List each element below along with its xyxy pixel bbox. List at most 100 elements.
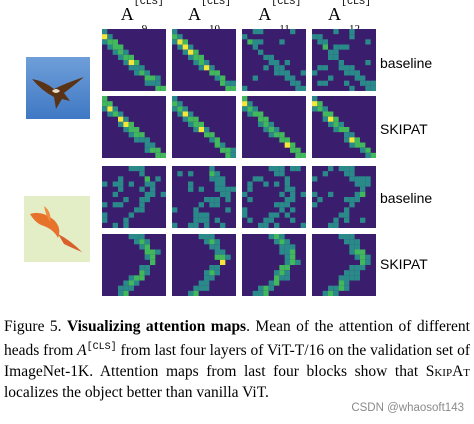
attention-cell — [274, 60, 280, 66]
attention-cell — [193, 212, 199, 218]
attention-cell — [198, 127, 204, 133]
attention-cell — [349, 249, 355, 255]
attention-cell — [317, 34, 323, 40]
attention-cell — [150, 249, 156, 255]
attention-cell — [274, 275, 280, 281]
attention-cell — [182, 44, 188, 50]
attention-cell — [150, 75, 156, 81]
attention-cell — [279, 270, 285, 276]
attention-cell — [354, 244, 360, 250]
attention-cell — [354, 197, 360, 203]
attention-cell — [220, 186, 226, 192]
attention-cell — [274, 132, 280, 138]
attention-cell — [312, 70, 318, 76]
attention-cell — [349, 137, 355, 143]
attention-cell — [139, 270, 145, 276]
attention-cell — [279, 166, 285, 172]
attention-map-baseline-fish-l12 — [312, 166, 376, 228]
attention-cell — [193, 116, 199, 122]
attention-cell — [263, 127, 269, 133]
attention-cell — [333, 121, 339, 127]
attention-cell — [344, 207, 350, 213]
attention-cell — [328, 49, 334, 55]
attention-cell — [252, 39, 258, 45]
attention-cell — [204, 65, 210, 71]
attention-cell — [102, 202, 108, 208]
attention-cell — [354, 270, 360, 276]
attention-cell — [274, 127, 280, 133]
attention-cell — [290, 244, 296, 250]
attention-cell — [290, 254, 296, 260]
attention-cell — [182, 116, 188, 122]
row-label-skipat-2: SKIPAT — [380, 256, 428, 272]
attention-cell — [338, 65, 344, 71]
col-header-10: A[CLS]10 — [187, 0, 231, 35]
attention-cell — [134, 132, 140, 138]
attention-cell — [134, 65, 140, 71]
attention-cell — [209, 244, 215, 250]
attention-cell — [349, 34, 355, 40]
attention-cell — [370, 152, 376, 158]
attention-cell — [198, 186, 204, 192]
attention-cell — [225, 80, 231, 86]
attention-cell — [263, 121, 269, 127]
attention-cell — [349, 265, 355, 271]
attention-cell — [107, 106, 113, 112]
attention-cell — [123, 280, 129, 286]
attention-cell — [360, 254, 366, 260]
attention-cell — [118, 181, 124, 187]
attention-cell — [172, 29, 178, 35]
figure-caption: Figure 5. Visualizing attention maps. Me… — [4, 318, 471, 402]
attention-cell — [258, 222, 264, 228]
attention-cell — [360, 75, 366, 81]
attention-cell — [214, 254, 220, 260]
attention-cell — [268, 132, 274, 138]
attention-cell — [209, 275, 215, 281]
attention-cell — [155, 249, 161, 255]
attention-cell — [312, 34, 318, 40]
attention-cell — [284, 70, 290, 76]
attention-cell — [188, 44, 194, 50]
attention-cell — [204, 270, 210, 276]
attention-cell — [172, 106, 178, 112]
attention-cell — [290, 197, 296, 203]
attention-cell — [118, 111, 124, 117]
attention-cell — [209, 265, 215, 271]
attention-cell — [268, 60, 274, 66]
attention-cell — [182, 39, 188, 45]
attention-cell — [188, 222, 194, 228]
attention-cell — [209, 270, 215, 276]
attention-cell — [134, 166, 140, 172]
attention-cell — [300, 70, 306, 76]
attention-cell — [102, 217, 108, 223]
attention-cell — [354, 191, 360, 197]
attention-cell — [144, 70, 150, 76]
attention-cell — [252, 106, 258, 112]
attention-cell — [112, 202, 118, 208]
attention-cell — [290, 191, 296, 197]
attention-cell — [247, 106, 253, 112]
attention-cell — [139, 197, 145, 203]
attention-cell — [112, 49, 118, 55]
goldfish-image — [24, 196, 90, 262]
attention-cell — [333, 54, 339, 60]
attention-cell — [349, 166, 355, 172]
attention-cell — [204, 212, 210, 218]
attention-cell — [150, 186, 156, 192]
attention-cell — [360, 176, 366, 182]
attention-cell — [274, 70, 280, 76]
attention-cell — [193, 49, 199, 55]
attention-cell — [252, 75, 258, 81]
attention-cell — [242, 191, 248, 197]
attention-cell — [188, 290, 194, 296]
attention-cell — [123, 49, 129, 55]
attention-cell — [349, 270, 355, 276]
attention-cell — [128, 280, 134, 286]
attention-cell — [144, 270, 150, 276]
attention-cell — [214, 181, 220, 187]
attention-cell — [317, 106, 323, 112]
attention-cell — [274, 202, 280, 208]
attention-cell — [242, 106, 248, 112]
attention-cell — [312, 191, 318, 197]
attention-cell — [354, 70, 360, 76]
